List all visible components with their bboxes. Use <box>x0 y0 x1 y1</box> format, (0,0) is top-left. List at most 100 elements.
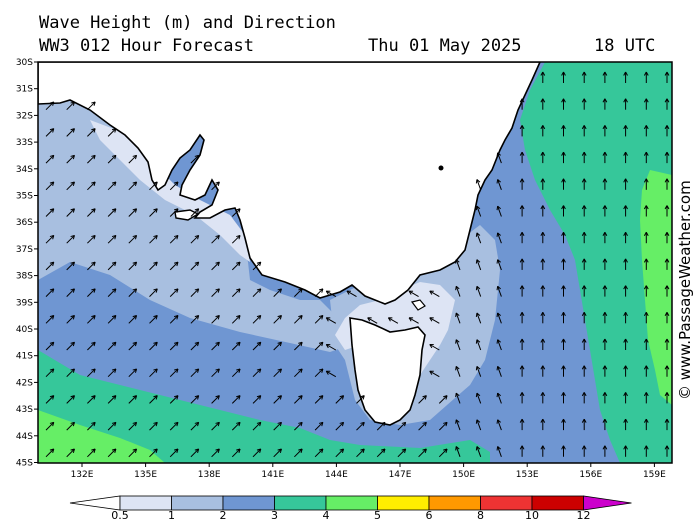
lat-tick-label: 35S <box>16 192 33 202</box>
wave-arrow <box>643 312 649 324</box>
wave-arrow <box>519 285 525 297</box>
wave-arrow <box>45 208 55 217</box>
wave-arrow <box>496 259 502 271</box>
wave-arrow <box>128 448 138 458</box>
wave-arrow <box>602 365 608 377</box>
wave-arrow <box>169 448 179 458</box>
wave-arrow <box>190 208 200 217</box>
legend-swatch-low <box>69 495 121 511</box>
forecast-model-label: WW3 012 Hour Forecast <box>39 36 254 56</box>
wave-arrow <box>273 395 282 404</box>
wave-arrow <box>252 261 262 271</box>
wave-arrow <box>429 344 440 351</box>
wave-arrow <box>561 312 566 324</box>
wave-arrow <box>475 179 482 190</box>
wave-arrow <box>128 421 138 431</box>
wave-arrow <box>581 258 587 270</box>
wave-arrow <box>149 208 158 217</box>
wave-arrow <box>475 232 482 244</box>
wave-arrow <box>273 341 282 351</box>
wave-arrow <box>519 365 525 377</box>
wave-arrow <box>314 395 324 404</box>
band-4-5-east <box>640 170 672 405</box>
wave-arrow <box>602 258 608 270</box>
wave-arrow <box>66 261 75 271</box>
wave-arrow <box>664 338 670 350</box>
wave-arrow <box>602 445 608 457</box>
wave-arrow <box>149 448 158 458</box>
lon-tick-label: 153E <box>516 470 539 480</box>
wave-arrow <box>602 338 608 350</box>
legend-swatch <box>325 495 378 511</box>
lon-tick-label: 132E <box>71 470 94 480</box>
wave-arrow <box>45 261 55 271</box>
wave-arrow <box>540 231 546 244</box>
wave-arrow <box>438 421 448 431</box>
wave-arrow <box>66 154 75 164</box>
wave-arrow <box>231 448 241 458</box>
wave-arrow <box>169 395 179 404</box>
lon-tick-label: 150E <box>452 470 475 480</box>
wave-arrow <box>561 98 566 110</box>
wave-arrow <box>66 101 75 111</box>
wave-arrow <box>335 395 345 404</box>
wave-arrow <box>623 418 628 431</box>
wave-arrow <box>314 368 324 378</box>
wave-arrow <box>581 98 587 110</box>
lat-tick-label: 36S <box>16 218 33 228</box>
wave-arrow <box>66 395 75 404</box>
wave-arrow <box>190 448 200 458</box>
wave-arrow <box>66 448 75 458</box>
legend-swatch <box>222 495 275 511</box>
wave-arrow <box>643 338 649 350</box>
wave-arrow <box>45 395 55 404</box>
legend-swatch <box>480 495 533 511</box>
wave-arrow <box>664 151 670 164</box>
wave-arrow <box>107 368 117 378</box>
wave-arrow <box>211 288 220 297</box>
legend-label: 12 <box>577 509 591 522</box>
wave-arrow <box>519 312 525 324</box>
wave-arrow <box>664 445 670 457</box>
wave-arrow <box>581 231 587 244</box>
wave-arrow <box>429 370 440 378</box>
wave-arrow <box>107 288 117 297</box>
wave-arrow <box>602 125 608 137</box>
wave-arrow <box>376 448 386 458</box>
wave-arrow <box>107 341 117 351</box>
lat-tick-label: 41S <box>16 352 33 362</box>
wave-arrow <box>602 285 608 297</box>
wave-arrow <box>664 285 670 297</box>
lat-tick-label: 38S <box>16 272 33 282</box>
wave-arrow <box>540 71 546 83</box>
wave-arrow <box>540 151 546 164</box>
wave-arrow <box>87 288 96 297</box>
wave-arrow <box>455 285 461 297</box>
wave-arrow <box>294 341 303 351</box>
wave-arrow <box>87 395 96 404</box>
wave-arrow <box>273 421 282 431</box>
wave-arrow <box>190 315 200 324</box>
wave-arrow <box>149 288 158 297</box>
wave-arrow <box>190 261 200 271</box>
wave-arrow <box>356 421 365 431</box>
wave-arrow <box>581 125 587 137</box>
legend-bar: 0.5 1 2 3 4 5 6 8 10 12 <box>69 495 632 522</box>
wave-arrow <box>561 445 566 457</box>
longitude-axis: 132E 135E 138E 141E 144E 147E 150E 153E 156E 159E <box>71 463 666 480</box>
lat-tick-label: 34S <box>16 165 33 175</box>
credit-text: © www.PassageWeather.com <box>676 180 694 400</box>
wave-arrow <box>496 339 502 351</box>
band-3-4-east <box>520 62 672 463</box>
wave-arrow <box>561 205 566 217</box>
wave-arrow <box>66 288 75 297</box>
wave-arrow <box>519 98 525 110</box>
wave-arrow <box>87 154 96 164</box>
wave-arrow <box>211 368 220 378</box>
wave-arrow <box>602 392 608 404</box>
wave-arrow <box>581 392 587 404</box>
lon-tick-label: 156E <box>579 470 602 480</box>
wave-arrow <box>643 98 649 110</box>
legend-label: 4 <box>323 509 330 522</box>
wave-arrow <box>335 421 345 431</box>
